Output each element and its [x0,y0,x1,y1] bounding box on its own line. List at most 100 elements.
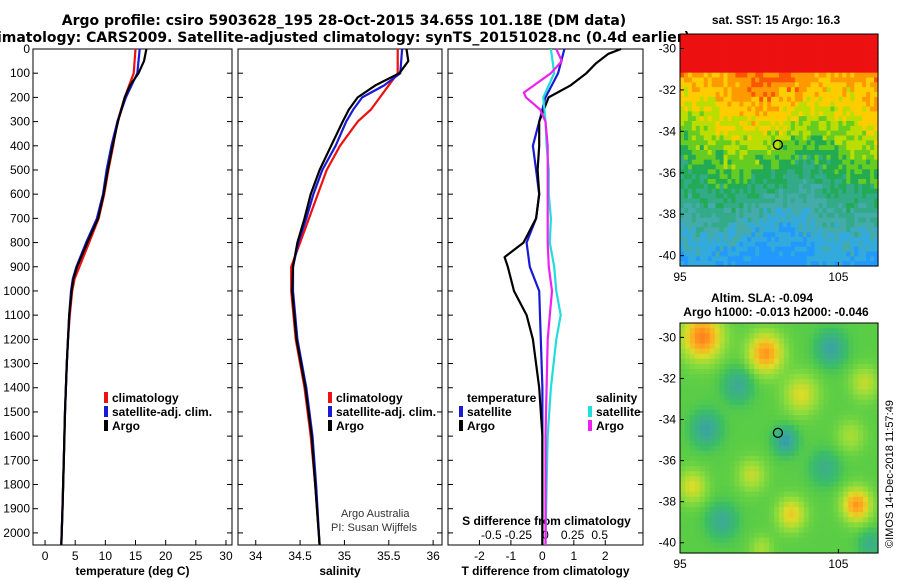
y-tick-label: 2000 [3,526,30,540]
x2-tick-label: -0.25 [505,528,533,542]
map-y-tick-label: -34 [659,124,677,138]
map-y-tick-label: -34 [659,413,677,427]
x-tick-label: 34.5 [288,549,312,563]
x-tick-label: 0 [42,549,49,563]
map-y-tick-label: -36 [659,454,677,468]
y-tick-label: 1900 [3,502,30,516]
y-tick-label: 900 [10,260,30,274]
legend-s-satellite: satellite [596,405,641,419]
x-axis-label: temperature (deg C) [75,564,189,578]
map-y-tick-label: -38 [659,207,677,221]
x-tick-label: 1 [570,549,577,563]
map-frame [679,322,879,554]
x-tick-label: 34 [249,549,263,563]
y-tick-label: 300 [10,115,30,129]
legend-salinity-heading: salinity [596,391,638,405]
x-tick-label: 2 [602,549,609,563]
legend-swatch-satellite [328,406,332,417]
x2-tick-label: -0.5 [481,528,502,542]
map-x-tick-label: 105 [828,557,848,571]
x-tick-label: 10 [99,549,113,563]
y-tick-label: 0 [23,42,30,56]
x-axis-label: salinity [319,564,361,578]
sla-map-subtitle: Argo h1000: -0.013 h2000: -0.046 [683,305,869,319]
series-line-satellite-s [542,48,562,546]
y-tick-label: 1100 [4,308,30,322]
y-tick-label: 200 [10,90,30,104]
credit-line-1: Argo Australia [341,508,410,520]
argo-location-marker [772,427,784,439]
series-line-argo-t [503,47,622,545]
series-line-argo [291,48,410,546]
map-cells [680,323,879,554]
legend-label-argo: Argo [336,419,364,433]
map-y-tick-label: -38 [659,495,677,509]
map-cells [680,34,879,267]
y-tick-label: 1000 [3,284,30,298]
map-y-tick-label: -32 [659,83,677,97]
y-tick-label: 1400 [3,381,30,395]
legend-swatch-climatology [328,392,332,403]
legend-swatch-argo [328,420,332,431]
legend-s-argo: Argo [596,419,624,433]
salinity-legend: climatology satellite-adj. clim. Argo [328,391,436,433]
map-y-tick-label: -40 [659,249,677,263]
legend-swatch-argo [104,420,108,431]
series-line-argo-s [522,48,563,545]
legend-swatch-satellite [104,406,108,417]
legend-label-climatology: climatology [112,391,179,405]
x-tick-label: -2 [474,549,485,563]
legend-label-satellite: satellite-adj. clim. [112,405,212,419]
y-tick-label: 100 [10,66,30,80]
map-y-tick-label: -30 [659,42,677,56]
y-tick-label: 700 [10,211,30,225]
y-tick-label: 1800 [3,478,30,492]
legend-t-satellite: satellite [467,405,512,419]
legend-label-climatology: climatology [336,391,403,405]
map-y-tick-label: -36 [659,166,677,180]
y-tick-label: 800 [10,236,30,250]
imos-timestamp: ©IMOS 14-Dec-2018 11:57:49 [884,400,896,548]
y-tick-label: 600 [10,187,30,201]
x-axis-label: T difference from climatology [461,564,629,578]
x2-tick-label: 0.25 [561,528,585,542]
y-tick-label: 500 [10,163,30,177]
temperature-panel: 0100200300400500600700800900100011001200… [3,42,233,578]
title-line-1: Argo profile: csiro 5903628_195 28-Oct-2… [62,13,626,29]
legend-label-argo: Argo [112,419,140,433]
map-frame [679,33,879,267]
x-tick-label: 15 [129,549,143,563]
x-tick-label: 25 [189,549,203,563]
legend-t-argo: Argo [467,419,495,433]
credit-line-2: PI: Susan Wijffels [331,522,417,534]
series-line-satellite-t [525,48,566,545]
x-tick-label: 35 [338,549,352,563]
map-y-tick-label: -30 [659,330,677,344]
legend-label-satellite: satellite-adj. clim. [336,405,436,419]
temperature-legend: climatology satellite-adj. clim. Argo [104,391,212,433]
y-tick-label: 1200 [3,332,30,346]
y-tick-label: 400 [10,139,30,153]
series-line-satellite-adj-clim [291,48,404,546]
sla-map: -30 -32 -34 -36 -38 -40 95 105 [659,322,879,571]
legend-swatch-t-argo [459,420,463,431]
map-x-tick-label: 95 [673,557,687,571]
x-tick-label: -1 [506,549,517,563]
argo-location-marker [772,139,784,150]
plot-frame [237,48,443,546]
y-tick-label: 1700 [3,453,30,467]
x-tick-label: 36 [426,549,440,563]
x2-tick-label: 0.5 [591,528,608,542]
map-y-tick-label: -40 [659,536,677,550]
sla-map-title: Altim. SLA: -0.094 [711,291,813,305]
y-tick-label: 1600 [3,429,30,443]
legend-swatch-s-satellite [588,406,592,417]
salinity-panel: 34 34.5 35 35.5 36 salinity [237,48,443,578]
y-tick-label: 1300 [3,357,30,371]
legend-swatch-t-satellite [459,406,463,417]
legend-temperature-heading: temperature [467,391,537,405]
title-line-2: Climatology: CARS2009. Satellite-adjuste… [0,30,690,46]
x-tick-label: 5 [72,549,79,563]
